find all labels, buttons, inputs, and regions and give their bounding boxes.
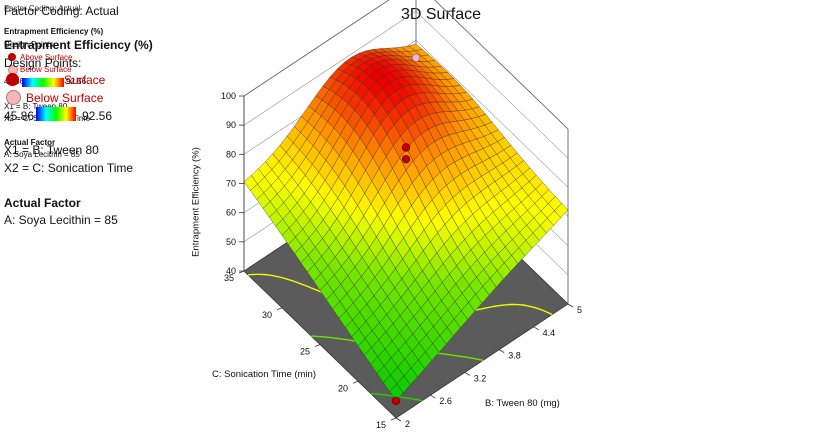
design-points-ghost: Design Points bbox=[4, 40, 54, 49]
x-tick-label: 3.2 bbox=[474, 373, 487, 383]
above-surface-marker-small bbox=[8, 53, 16, 61]
color-scale-small bbox=[22, 78, 64, 87]
x-axis-label: B: Tween 80 (mg) bbox=[485, 398, 560, 409]
x-tick-label: 2.6 bbox=[439, 396, 452, 406]
z-tick-label: 60 bbox=[226, 208, 236, 218]
y-axis-label: C: Sonication Time (min) bbox=[212, 369, 317, 380]
actual-factor-title: Actual Factor bbox=[4, 196, 81, 210]
z-tick-label: 100 bbox=[221, 91, 236, 101]
y-tick-label: 30 bbox=[262, 310, 272, 320]
design-point-above bbox=[401, 143, 411, 152]
design-point-below bbox=[411, 53, 421, 63]
actual-factor-value-small: A: Soya Lecithin = 85 bbox=[4, 150, 80, 159]
back-gridline-6 bbox=[243, 0, 569, 130]
range-min-label: 45.86 bbox=[4, 109, 35, 123]
y-tick-mark bbox=[352, 380, 359, 384]
range-max-label: 92.56 bbox=[82, 109, 113, 123]
factor-coding-label: Factor Coding: Actual bbox=[4, 4, 119, 18]
x-tick-mark bbox=[464, 372, 471, 376]
x-tick-mark bbox=[498, 349, 505, 353]
below-surface-label: Below Surface bbox=[26, 91, 104, 105]
x1-label: X1 = B: Tween 80 bbox=[4, 143, 99, 157]
actual-factor-small: Actual Factor bbox=[4, 138, 56, 147]
back-gridline-5 bbox=[243, 10, 569, 159]
response-ghost: Entrapment Efficiency (%) bbox=[4, 27, 104, 36]
design-point-above bbox=[401, 154, 411, 164]
x-tick-mark bbox=[567, 303, 574, 308]
z-tick-label: 70 bbox=[226, 179, 236, 189]
above-surface-marker bbox=[6, 73, 19, 86]
z-tick-label: 80 bbox=[226, 149, 236, 159]
x-tick-mark bbox=[533, 326, 539, 331]
y-tick-mark bbox=[390, 417, 397, 421]
range-max-small: 92.56 bbox=[66, 77, 87, 86]
x-tick-label: 2 bbox=[405, 419, 410, 429]
y-tick-label: 15 bbox=[376, 420, 386, 430]
above-surface-label-small: Above Surface bbox=[20, 53, 73, 62]
z-tick-label: 40 bbox=[226, 266, 236, 276]
y-tick-label: 20 bbox=[338, 383, 348, 393]
x1-label-small: X1 = B: Tween 80 bbox=[4, 102, 67, 111]
color-scale-bar bbox=[36, 107, 76, 121]
below-surface-marker bbox=[6, 90, 21, 105]
z-tick-label: 50 bbox=[226, 237, 236, 247]
above-surface-label: Surface bbox=[64, 73, 106, 87]
chart-title: 3D Surface bbox=[400, 6, 482, 23]
factor-coding-ghost: Factor Coding: Actual bbox=[4, 4, 81, 13]
y-tick-mark bbox=[276, 307, 283, 311]
x-tick-mark bbox=[395, 417, 402, 422]
x-tick-label: 3.8 bbox=[508, 351, 521, 361]
design-points-label: Design Points: bbox=[4, 56, 82, 70]
response-title: Entrapment Efficiency (%) bbox=[4, 38, 153, 52]
x-tick-mark bbox=[430, 394, 436, 399]
surface-cell bbox=[389, 383, 404, 402]
x2-label: X2 = C: Sonication Time bbox=[4, 161, 134, 175]
x-tick-label: 5 bbox=[577, 305, 582, 315]
actual-factor-value: A: Soya Lecithin = 85 bbox=[4, 213, 118, 227]
x-tick-label: 4.4 bbox=[543, 328, 556, 338]
z-tick-label: 90 bbox=[226, 120, 236, 130]
design-point-above bbox=[391, 396, 401, 406]
y-tick-label: 25 bbox=[300, 347, 310, 357]
below-surface-label-small: Below Surface bbox=[20, 65, 72, 74]
y-tick-mark bbox=[314, 344, 321, 347]
y-tick-label: 35 bbox=[224, 273, 234, 283]
